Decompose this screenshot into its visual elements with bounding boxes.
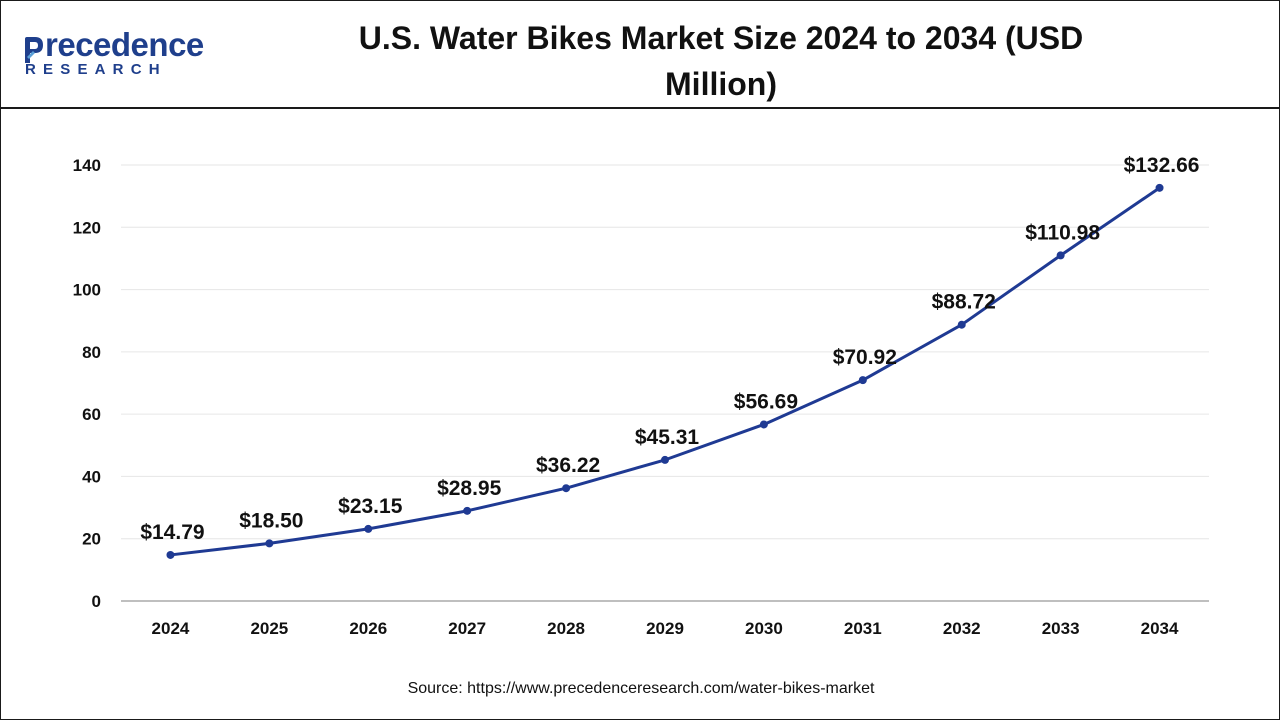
x-tick-label-2026: 2026 [349,619,387,638]
x-tick-label-2032: 2032 [943,619,981,638]
x-tick-labels: 2024 2025 2026 2027 2028 2029 2030 2031 2032 2033… [152,619,1179,638]
data-label-2024: $14.79 [140,521,204,544]
data-points [166,183,1164,559]
data-label-2029: $45.31 [635,426,700,449]
data-label-2032: $88.72 [932,291,996,314]
data-point-2028 [562,484,571,493]
source-note: Source: https://www.precedenceresearch.c… [407,680,875,697]
y-tick-labels: 0 20 40 60 80 100 120 140 [73,156,101,611]
header: recedence RESEARCH U.S. Water Bikes Mark… [1,1,1279,109]
series-line-path [170,186,1161,557]
y-tick-label-0: 0 [92,592,101,611]
y-tick-label-20: 20 [82,530,101,549]
data-label-2025: $18.50 [239,509,303,532]
y-tick-label-60: 60 [82,405,101,424]
data-point-2024 [166,550,175,559]
x-tick-label-2024: 2024 [152,619,190,638]
chart-title: U.S. Water Bikes Market Size 2024 to 203… [358,20,1084,102]
logo-wordmark: recedence [45,26,204,63]
y-tick-label-40: 40 [82,467,101,486]
data-label-2027: $28.95 [437,477,502,500]
y-tick-label-140: 140 [73,156,101,175]
x-tick-label-2031: 2031 [844,619,882,638]
data-point-2032 [957,320,966,329]
data-labels: $14.79 $18.50 $23.15 $28.95 $36.22 $45.31 $56.… [140,154,1199,544]
series-line [170,186,1161,557]
precedence-research-logo: recedence RESEARCH [21,27,221,87]
y-tick-label-80: 80 [82,343,101,362]
logo-subtitle: RESEARCH [25,61,167,78]
logo-p-icon [25,37,43,63]
x-tick-label-2033: 2033 [1042,619,1080,638]
y-tick-label-100: 100 [73,281,101,300]
data-point-2031 [858,376,867,385]
x-tick-label-2027: 2027 [448,619,486,638]
data-point-2029 [661,455,669,464]
data-label-2028: $36.22 [536,454,600,477]
data-label-2031: $70.92 [833,346,897,369]
data-point-2027 [463,506,472,515]
x-tick-label-2030: 2030 [745,619,783,638]
x-tick-label-2034: 2034 [1141,619,1179,638]
x-tick-label-2028: 2028 [547,619,585,638]
data-label-2034: $132.66 [1124,154,1200,177]
x-tick-label-2029: 2029 [646,619,684,638]
data-point-2026 [364,524,373,533]
data-label-2033: $110.98 [1025,221,1100,244]
data-point-2033 [1056,251,1065,260]
y-tick-label-120: 120 [73,218,101,237]
data-label-2026: $23.15 [338,495,403,518]
x-tick-label-2025: 2025 [250,619,288,638]
data-point-2025 [265,539,274,548]
data-label-2030: $56.69 [734,390,798,413]
data-point-2030 [759,420,768,429]
data-point-2034 [1155,183,1164,192]
